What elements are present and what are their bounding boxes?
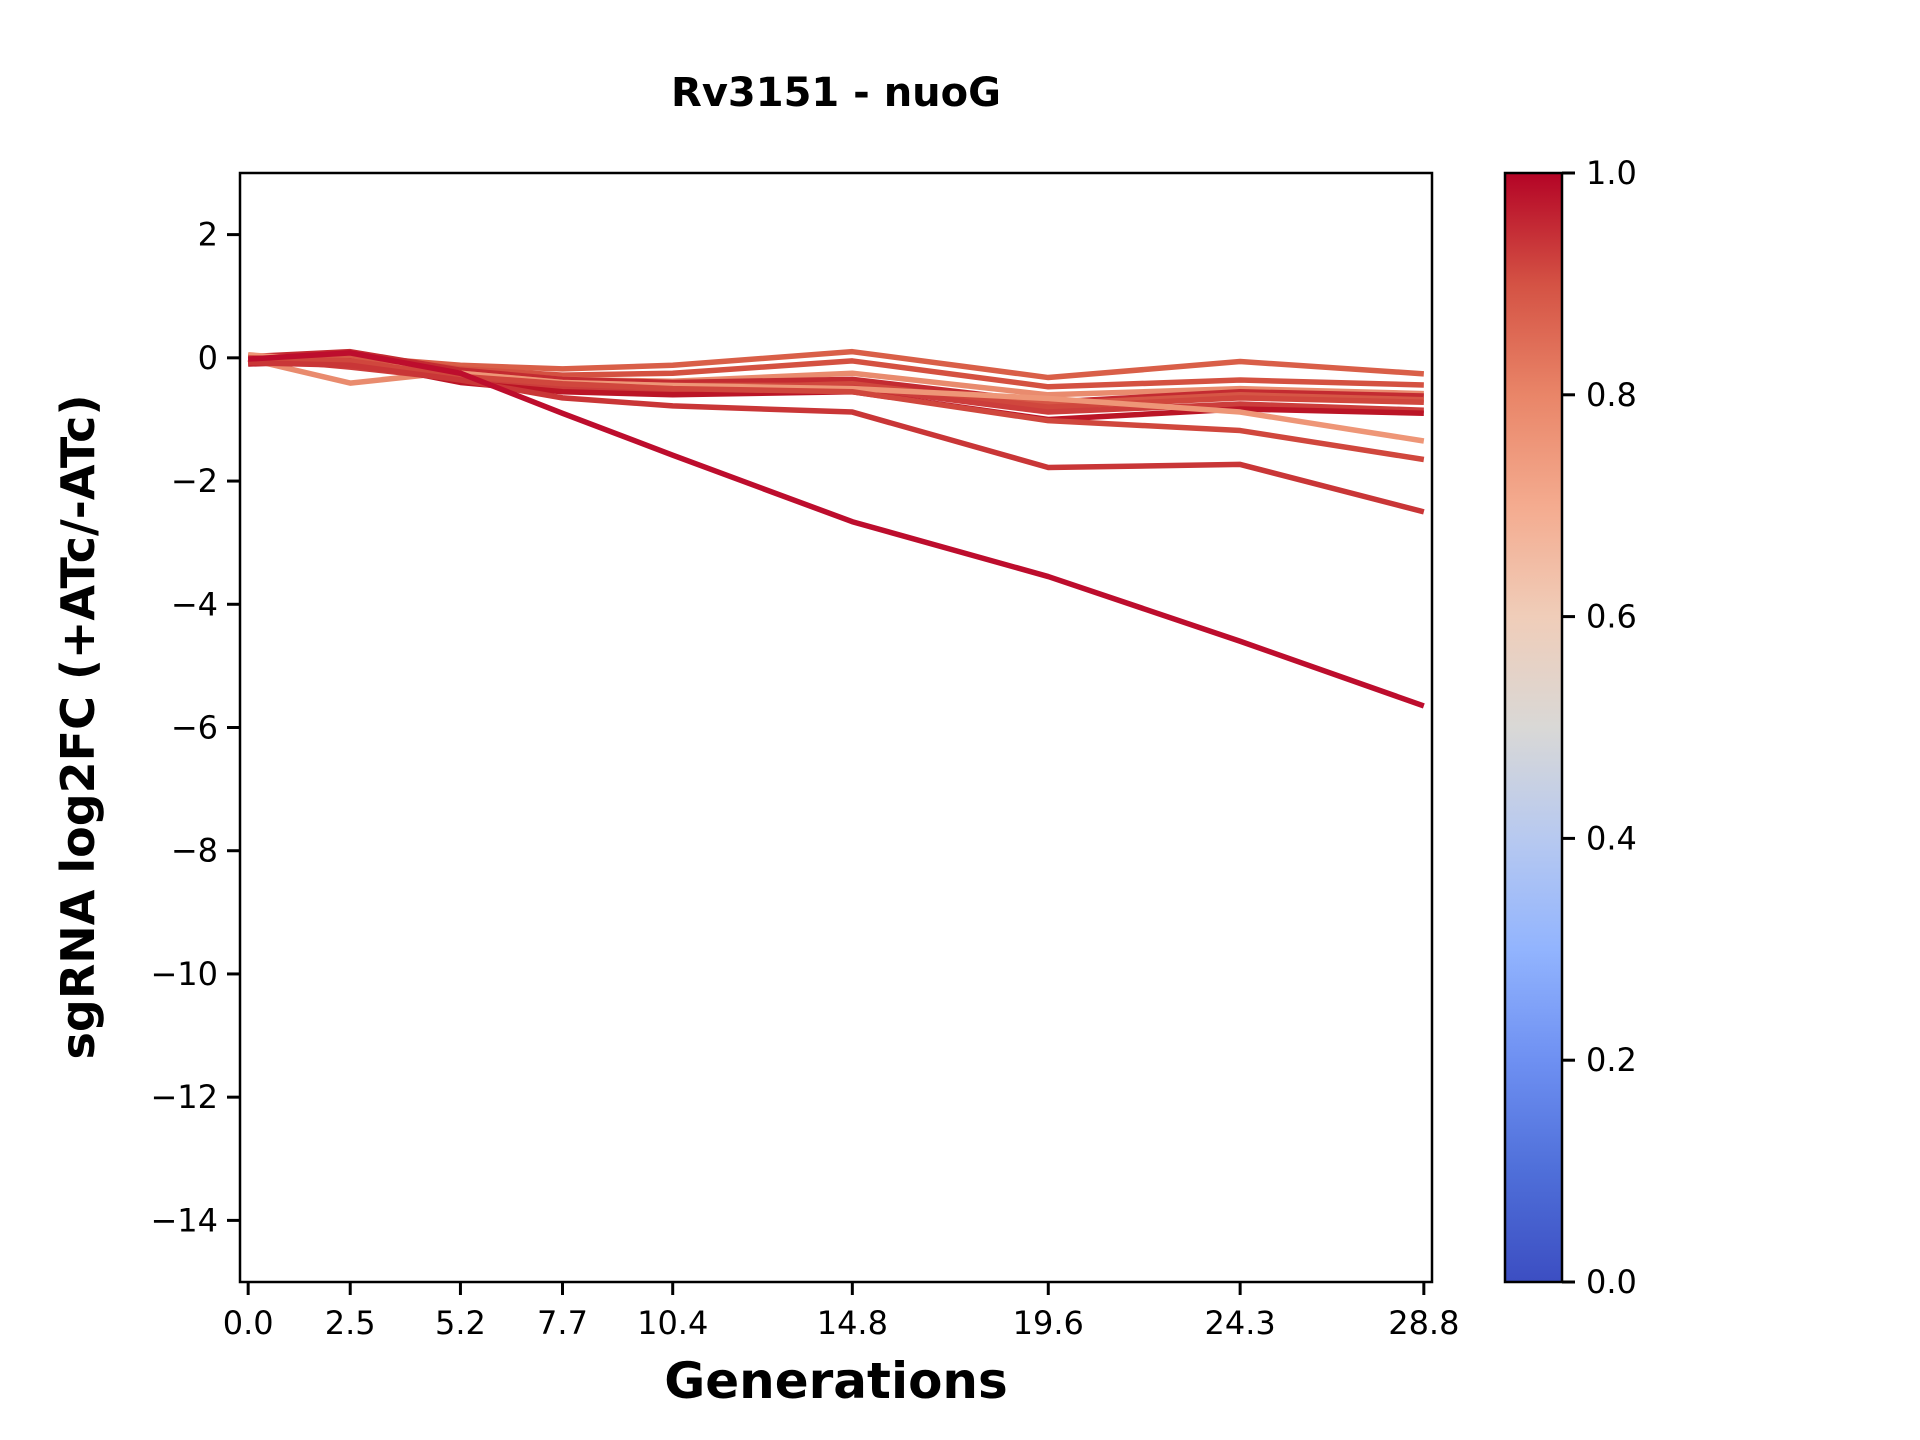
x-tick-label: 7.7 [537,1304,588,1342]
colorbar-tick-label: 0.4 [1586,819,1637,857]
x-tick-label: 28.8 [1388,1304,1459,1342]
series-lines [247,348,1425,709]
series-line-line-j [248,355,1425,463]
y-tick-label: −14 [150,1201,218,1239]
chart-title: Rv3151 - nuoG [671,70,1001,116]
colorbar-gradient [1505,173,1562,1282]
x-tick-label: 24.3 [1205,1304,1276,1342]
x-tick-label: 2.5 [325,1304,376,1342]
x-axis-label: Generations [664,1352,1008,1410]
x-axis-ticks: 0.0 2.5 5.2 7.7 10.4 14.8 19.6 24.3 28.8 [223,1282,1459,1342]
axes-spines [238,171,1434,1284]
x-tick-label: 0.0 [223,1304,274,1342]
y-tick-label: −6 [171,709,218,747]
series-line-line-k [248,360,1425,515]
y-tick-label: −4 [171,585,218,623]
x-tick-label: 14.8 [817,1304,888,1342]
colorbar-tick-label: 0.0 [1586,1263,1637,1301]
colorbar-outline [1503,171,1564,1284]
y-tick-label: −8 [171,832,218,870]
colorbar-tick-label: 0.6 [1586,598,1637,636]
y-tick-label: −12 [150,1078,218,1116]
colorbar-tick-label: 0.2 [1586,1041,1637,1079]
x-tick-label: 19.6 [1013,1304,1084,1342]
y-tick-label: 2 [198,216,218,254]
series-line-line-l [247,350,1425,709]
x-tick-label: 5.2 [435,1304,486,1342]
y-tick-label: −10 [150,955,218,993]
y-tick-label: −2 [171,462,218,500]
y-axis-ticks: 2 0 −2 −4 −6 −8 −10 −12 −14 [150,216,240,1239]
colorbar-tick-label: 1.0 [1586,154,1637,192]
x-tick-label: 10.4 [637,1304,708,1342]
y-tick-label: 0 [198,339,218,377]
colorbar-tick-label: 0.8 [1586,376,1637,414]
colorbar: 1.0 0.8 0.6 0.4 0.2 0.0 [1503,154,1637,1301]
